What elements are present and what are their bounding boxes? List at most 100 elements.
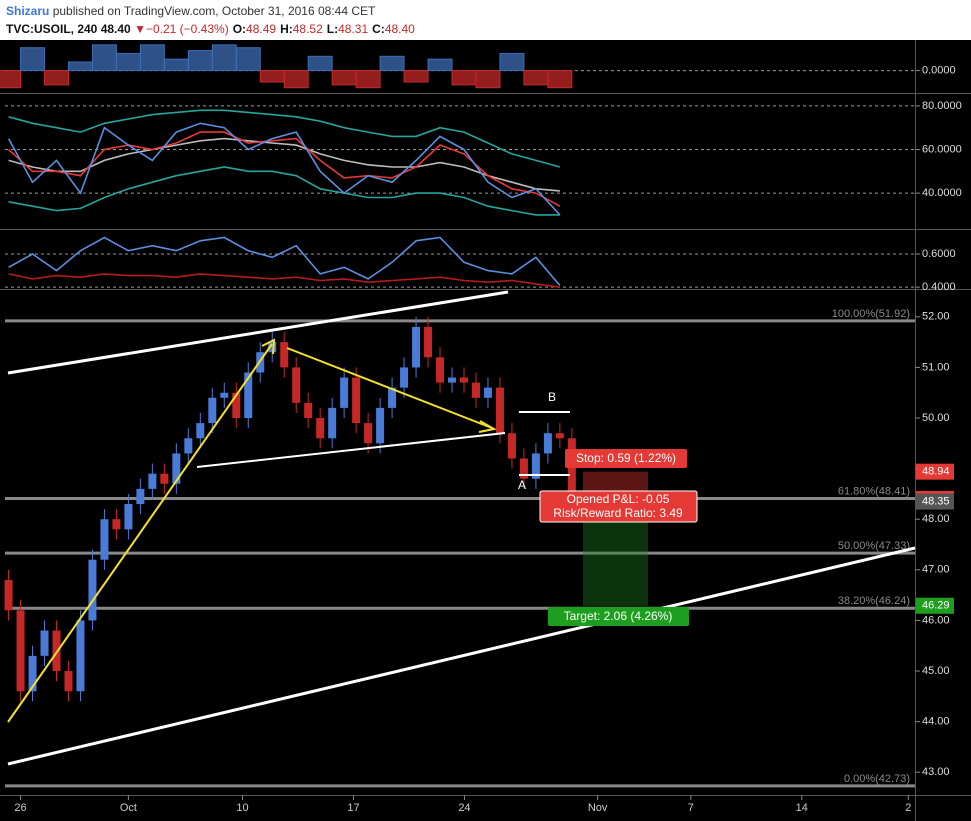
arrow-head (261, 338, 276, 355)
x-tick-label: 2 (905, 802, 911, 814)
candle-body (555, 433, 564, 439)
x-tick-label: 14 (796, 802, 808, 814)
hist-bar (211, 44, 237, 72)
candle-body (52, 630, 61, 672)
overlay: 52.0051.0050.0049.0048.0047.0046.0045.00… (14, 64, 961, 813)
ohlc-label: O: (232, 22, 247, 36)
y-tick-label: 50.00 (922, 412, 950, 424)
separators (0, 40, 971, 821)
hist-bar (187, 50, 213, 72)
ohlc: O:48.49 H:48.52 L:48.31 C:48.40 (229, 22, 415, 36)
candle-body (268, 342, 277, 353)
y-tick-label: 0.0000 (922, 64, 956, 76)
candle-body (232, 392, 241, 419)
price-tag (916, 493, 954, 510)
series-line (8, 273, 561, 288)
candle-body (76, 620, 85, 692)
candle-body (64, 671, 73, 692)
candle-body (376, 407, 385, 444)
candle-body (531, 453, 540, 479)
hist-bar (379, 55, 405, 72)
fib-label: 100.00%(51.92) (832, 308, 910, 320)
y-tick-label: 51.00 (922, 361, 950, 373)
hist-bar (283, 70, 309, 89)
trend-line (7, 290, 509, 375)
y-tick-label: 46.00 (922, 614, 950, 626)
candle-body (543, 433, 552, 454)
ohlc-label: L: (326, 22, 339, 36)
hist-bar (475, 70, 501, 89)
ohlc-value: 48.31 (338, 22, 369, 36)
candle-body (388, 387, 397, 408)
point-label: B (548, 390, 556, 404)
series-line (8, 236, 561, 287)
candle-body (436, 357, 445, 383)
hist-bar (547, 70, 573, 89)
candle-body (400, 367, 409, 388)
ohlc-label: C: (372, 22, 385, 36)
hist-bar (91, 44, 117, 72)
candle-body (364, 423, 373, 444)
candle-body (519, 458, 528, 479)
candle-body (40, 630, 49, 656)
marks: 100.00%(51.92) 61.80%(48.41) 50.00%(47.33)… (0, 44, 915, 788)
candle-body (184, 438, 193, 454)
author[interactable]: Shizaru (6, 4, 50, 18)
x-tick-label: 17 (347, 802, 359, 814)
candle-body (172, 453, 181, 484)
trend-line (7, 546, 916, 766)
point-label: A (518, 478, 526, 492)
symbol: TVC:USOIL, 240 (6, 22, 98, 36)
candle-body (495, 387, 504, 434)
y-tick-label: 43.00 (922, 766, 950, 778)
y-tick-label: 52.00 (922, 311, 950, 323)
x-tick-label: Oct (120, 802, 137, 814)
hist-bar (235, 47, 261, 72)
candle-body (280, 342, 289, 368)
candle-body (459, 377, 468, 383)
hist-bar (451, 70, 477, 86)
hist-bar (44, 70, 69, 86)
hist-bar (163, 58, 189, 72)
hist-bar (331, 70, 357, 86)
fib-label: 50.00%(47.33) (838, 540, 910, 552)
candle-body (424, 326, 433, 358)
fib-label: 38.20%(46.24) (838, 595, 910, 607)
candle-body (292, 367, 301, 403)
series-line (8, 166, 560, 216)
series-line (8, 131, 561, 207)
publish-line: Shizaru published on TradingView.com, Oc… (6, 4, 375, 18)
rr-label: Risk/Reward Ratio: 3.49 (553, 506, 683, 520)
x-tick-label: 7 (688, 802, 694, 814)
price-tag-label: 48.35 (922, 495, 950, 507)
arrow-line (286, 347, 493, 429)
candle-body (471, 382, 480, 398)
candle-body (88, 559, 97, 621)
ohlc-value: 48.52 (292, 22, 323, 36)
candle-body (124, 504, 133, 530)
target-box (548, 607, 689, 626)
ohlc-value: 48.40 (384, 22, 415, 36)
change: −0.21 (−0.43%) (145, 22, 229, 36)
price-tag-label: 46.29 (922, 600, 950, 612)
y-tick-label: 80.0000 (922, 100, 962, 112)
price-tag (916, 597, 954, 614)
candle-body (28, 655, 37, 692)
hist-bar (20, 47, 46, 72)
y-tick-label: 0.4000 (922, 281, 956, 293)
hist-bar (523, 70, 549, 86)
candle-body (304, 402, 313, 419)
y-tick-label: 40.0000 (922, 187, 962, 199)
y-tick-label: 0.6000 (922, 248, 956, 260)
y-tick-label: 47.00 (922, 564, 950, 576)
hist-bar (139, 44, 165, 72)
hist-bar (427, 58, 453, 72)
target-label: Target: 2.06 (4.26%) (564, 609, 673, 623)
arrow-line (7, 343, 273, 723)
drawings (7, 290, 916, 766)
x-tick-label: Nov (588, 802, 608, 814)
candle-body (112, 519, 121, 530)
hist-bar (403, 70, 429, 83)
ohlc-value: 48.49 (246, 22, 277, 36)
pnl-label: Opened P&L: -0.05 (567, 492, 670, 506)
